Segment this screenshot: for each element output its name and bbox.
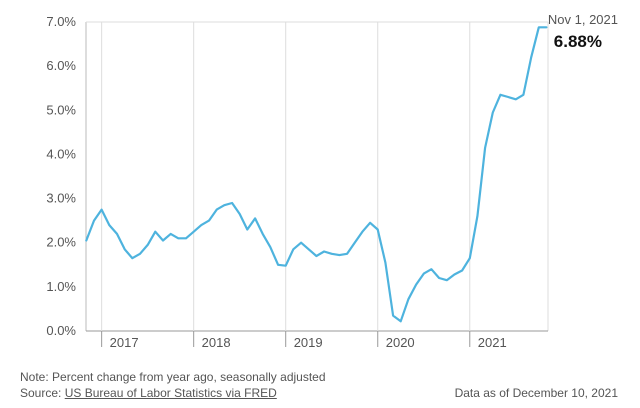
series-layer — [85, 26, 548, 323]
x-tick-label: 2021 — [478, 335, 507, 350]
y-tick-label: 1.0% — [46, 279, 76, 294]
y-tick-label: 5.0% — [46, 102, 76, 117]
source-prefix: Source: — [20, 386, 65, 400]
y-tick-label: 3.0% — [46, 191, 76, 206]
footnote: Note: Percent change from year ago, seas… — [20, 370, 326, 384]
source-link[interactable]: US Bureau of Labor Statistics via FRED — [64, 386, 277, 400]
y-axis: 0.0% 1.0% 2.0% 3.0% 4.0% 5.0% 6.0% 7.0% — [46, 14, 76, 338]
annotation: Nov 1, 2021 6.88% — [548, 12, 618, 51]
annotation-date: Nov 1, 2021 — [548, 12, 618, 27]
x-tick-label: 2019 — [294, 335, 323, 350]
annotation-value: 6.88% — [554, 32, 602, 51]
x-axis: 2017 2018 2019 2020 2021 — [101, 331, 507, 350]
x-tick-label: 2017 — [110, 335, 139, 350]
y-tick-label: 6.0% — [46, 58, 76, 73]
x-tick-label: 2020 — [386, 335, 415, 350]
y-tick-label: 4.0% — [46, 146, 76, 161]
y-tick-label: 2.0% — [46, 235, 76, 250]
chart: 0.0%1.0%2.0%3.0%4.0%5.0%6.0%7.0% 2017 201… — [46, 12, 618, 350]
y-tick-label: 7.0% — [46, 14, 76, 29]
series-line — [85, 26, 548, 323]
data-as-of: Data as of December 10, 2021 — [454, 386, 618, 400]
y-tick-label: 0.0% — [46, 323, 76, 338]
chart-grid — [85, 21, 549, 332]
source-line: Source: US Bureau of Labor Statistics vi… — [20, 386, 277, 400]
x-tick-label: 2018 — [202, 335, 231, 350]
